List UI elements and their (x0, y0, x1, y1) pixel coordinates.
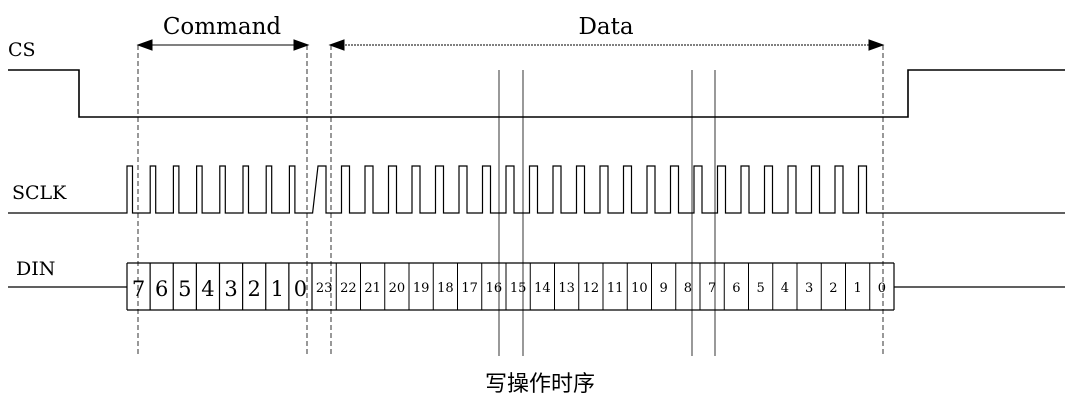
cs-waveform (8, 69, 1065, 118)
data-bit-label: 10 (631, 281, 648, 296)
data-bit-label: 3 (805, 281, 813, 296)
data-span-arrow (328, 39, 885, 51)
din-data-bits: 23 22 21 20 19 18 17 16 15 14 13 12 11 10 9 8 7 6 5 4 3 2 1 0 (316, 263, 886, 310)
command-bit-label: 1 (271, 277, 284, 301)
data-bit-label: 12 (583, 281, 600, 296)
data-bit-label: 22 (340, 281, 357, 296)
data-bit-label: 17 (461, 281, 478, 296)
command-bit-label: 0 (294, 277, 307, 301)
data-section-label: Data (578, 14, 633, 40)
data-bit-label: 21 (364, 281, 381, 296)
data-bit-label: 20 (389, 281, 406, 296)
guide-lines (137, 45, 884, 356)
data-bit-label: 1 (853, 281, 861, 296)
data-bit-label: 18 (437, 281, 454, 296)
data-bit-label: 13 (558, 281, 575, 296)
command-span-arrow (136, 39, 310, 51)
command-bit-label: 4 (201, 277, 214, 301)
data-bit-label: 14 (534, 281, 551, 296)
data-bit-label: 15 (510, 281, 527, 296)
din-label: DIN (16, 258, 55, 280)
data-bit-label: 8 (684, 281, 692, 296)
diagram-caption: 写操作时序 (485, 372, 595, 397)
command-bit-label: 2 (248, 277, 261, 301)
command-bit-label: 6 (155, 277, 168, 301)
data-bit-label: 2 (829, 281, 837, 296)
command-bit-label: 3 (224, 277, 237, 301)
data-bit-label: 19 (413, 281, 430, 296)
command-bit-label: 5 (178, 277, 191, 301)
din-bus (8, 262, 1065, 311)
data-bit-label: 0 (878, 281, 886, 296)
data-bit-label: 11 (607, 281, 624, 296)
sclk-label: SCLK (12, 182, 67, 204)
data-bit-label: 23 (316, 281, 333, 296)
data-bit-label: 16 (486, 281, 503, 296)
sclk-waveform (8, 165, 1065, 214)
cs-label: CS (8, 39, 36, 61)
data-bit-label: 7 (708, 281, 716, 296)
command-section-label: Command (163, 14, 282, 40)
data-bit-label: 4 (781, 281, 789, 296)
data-bit-label: 5 (756, 281, 764, 296)
command-bit-label: 7 (132, 277, 145, 301)
data-bit-label: 9 (659, 281, 667, 296)
data-bit-label: 6 (732, 281, 740, 296)
